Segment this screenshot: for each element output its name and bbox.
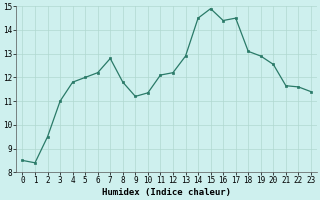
X-axis label: Humidex (Indice chaleur): Humidex (Indice chaleur) (102, 188, 231, 197)
